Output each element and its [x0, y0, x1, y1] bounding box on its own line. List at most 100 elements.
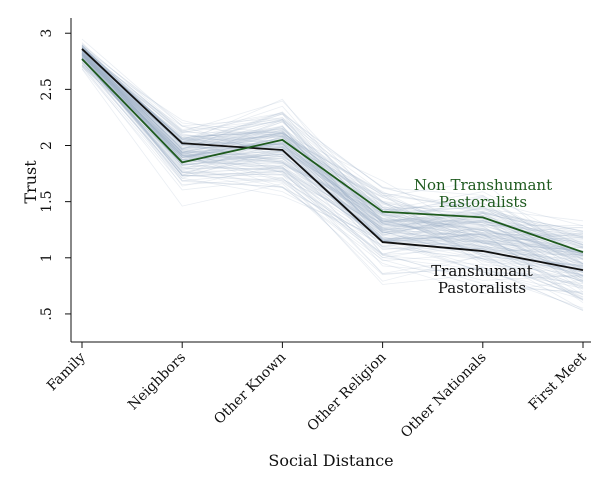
simulation-line: [81, 46, 584, 240]
simulation-line: [81, 56, 584, 298]
simulation-line: [81, 63, 584, 295]
simulation-line: [81, 53, 584, 265]
simulation-line: [81, 58, 584, 294]
simulation-line: [81, 48, 584, 269]
y-tick-label: 2: [39, 141, 55, 150]
simulation-line: [81, 42, 584, 253]
simulation-line: [81, 48, 584, 255]
simulation-line: [81, 48, 584, 267]
simulation-line: [81, 54, 584, 276]
simulation-line: [81, 53, 584, 265]
simulation-line: [81, 53, 584, 244]
simulation-line: [81, 55, 584, 245]
simulation-line: [81, 53, 584, 294]
simulation-line: [81, 59, 584, 298]
simulation-line: [81, 54, 584, 242]
simulation-line: [81, 66, 584, 285]
simulation-line: [81, 53, 584, 252]
simulation-line: [81, 65, 584, 304]
simulation-line: [81, 58, 584, 289]
x-tick-label: Other Religion: [304, 350, 389, 435]
simulation-line: [81, 48, 584, 257]
simulation-line: [81, 58, 584, 300]
x-tick-label: Other Known: [211, 350, 289, 428]
simulation-line: [81, 55, 584, 290]
simulation-line: [81, 54, 584, 254]
simulation-line: [81, 38, 584, 243]
simulation-line: [81, 52, 584, 281]
simulation-line: [81, 54, 584, 273]
simulation-line: [81, 51, 584, 260]
simulation-line: [81, 45, 584, 227]
x-tick-label: Neighbors: [125, 350, 189, 414]
y-tick-label: 3: [39, 29, 55, 38]
simulation-line: [81, 57, 584, 283]
simulation-line: [81, 46, 584, 252]
y-tick-label: 1.5: [39, 191, 55, 213]
simulation-line: [81, 53, 584, 254]
simulation-line: [81, 53, 584, 233]
series-line-non-transhumant: [81, 58, 584, 254]
series-annotation: Non Transhumant Pastoralists: [414, 176, 552, 211]
simulation-line: [81, 52, 584, 275]
simulation-line: [81, 64, 584, 309]
simulation-line: [81, 51, 584, 260]
simulation-line: [81, 55, 584, 255]
simulation-line: [81, 50, 584, 270]
y-tick-label: .5: [39, 307, 55, 320]
simulation-line: [81, 56, 584, 257]
simulation-line: [81, 45, 583, 226]
simulation-line: [81, 58, 584, 296]
x-tick-label: First Meet: [526, 349, 590, 413]
y-axis-title: Trust: [21, 160, 40, 204]
simulation-line: [81, 58, 584, 299]
simulation-line: [81, 55, 584, 281]
simulation-line: [81, 49, 584, 239]
simulation-line: [81, 62, 584, 259]
series-annotation-line: Pastoralists: [439, 193, 527, 211]
simulation-line: [81, 51, 584, 273]
simulation-line: [81, 47, 584, 239]
simulation-line: [81, 49, 584, 273]
simulation-line: [81, 44, 584, 236]
simulation-line: [81, 57, 584, 257]
simulation-line: [81, 68, 584, 287]
simulation-line: [81, 62, 584, 264]
simulation-line: [81, 65, 584, 261]
simulation-line: [81, 43, 584, 260]
simulation-line: [81, 58, 584, 248]
simulation-line: [81, 48, 584, 254]
simulation-line: [81, 45, 584, 232]
simulation-line: [81, 54, 584, 277]
simulation-line: [81, 44, 584, 255]
simulation-line: [81, 57, 584, 277]
simulation-line: [81, 50, 584, 267]
simulation-line: [81, 45, 584, 254]
simulation-line: [81, 52, 584, 238]
simulation-line: [81, 59, 584, 284]
simulation-line: [81, 56, 584, 279]
simulation-line: [81, 54, 584, 251]
simulation-line: [81, 52, 584, 246]
simulation-line: [81, 56, 584, 257]
simulation-line: [81, 48, 584, 247]
simulation-line: [81, 50, 584, 246]
simulation-line: [81, 49, 584, 249]
simulation-line: [81, 58, 584, 277]
simulation-line: [81, 47, 584, 232]
simulation-line: [81, 59, 584, 293]
simulation-line: [81, 51, 584, 279]
simulation-line: [81, 68, 584, 311]
simulation-line: [81, 46, 584, 277]
simulation-line: [81, 66, 584, 300]
simulation-line: [81, 47, 584, 261]
simulation-line: [81, 61, 584, 270]
simulation-line: [81, 55, 584, 251]
simulation-line: [81, 50, 584, 273]
simulation-line: [81, 62, 584, 311]
simulation-line: [81, 47, 584, 266]
simulation-line: [81, 49, 584, 241]
x-tick-label: Family: [44, 349, 89, 394]
